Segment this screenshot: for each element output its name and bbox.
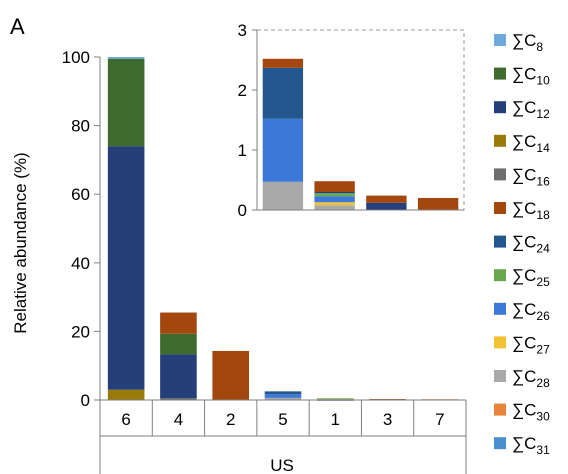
y-tick-label: 0 bbox=[81, 391, 90, 410]
legend: ∑C8 ∑C10 ∑C12 ∑C14 ∑C16 ∑C18 ∑C24 ∑C25 ∑C26 ∑C27 ∑… bbox=[494, 31, 550, 457]
inset-y-tick-label: 0 bbox=[238, 201, 247, 220]
legend-swatch-C18 bbox=[494, 202, 506, 214]
inset-bar-segment-C18-cat-1 bbox=[314, 181, 355, 192]
inset-bar-segment-C26-cat-5 bbox=[262, 118, 304, 182]
inset-y-tick-label: 2 bbox=[238, 81, 247, 100]
inset-y-tick-label: 3 bbox=[238, 21, 247, 40]
x-tick-label: 3 bbox=[383, 410, 392, 429]
legend-swatch-C24 bbox=[494, 235, 506, 248]
inset-bar-segment-C18-cat-7 bbox=[417, 198, 459, 210]
inset-bar-segment-C18-cat-5 bbox=[262, 58, 304, 68]
inset-bar-segment-C12-cat-3 bbox=[366, 202, 407, 210]
bar-segment-C10-cat-6 bbox=[107, 58, 145, 147]
bar-segment-C18-cat-2 bbox=[212, 350, 250, 400]
x-tick-label: 7 bbox=[435, 410, 444, 429]
inset-bar-segment-C28-cat-5 bbox=[262, 181, 304, 210]
bar-segment-C10-cat-4 bbox=[160, 333, 197, 355]
legend-swatch-C25 bbox=[494, 269, 506, 282]
legend-label-C12: ∑C12 bbox=[512, 98, 550, 121]
legend-swatch-C8 bbox=[494, 34, 506, 46]
bar-segment-C24-cat-5 bbox=[264, 391, 302, 395]
main-bars bbox=[107, 57, 459, 401]
inset-bars bbox=[262, 58, 459, 210]
legend-label-C14: ∑C14 bbox=[512, 132, 550, 155]
inset-bar-segment-C25-cat-1 bbox=[314, 193, 355, 197]
legend-label-C30: ∑C30 bbox=[512, 401, 550, 424]
legend-label-C8: ∑C8 bbox=[512, 31, 543, 54]
y-axis-title: Relative abundance (%) bbox=[11, 152, 30, 333]
y-tick-label: 60 bbox=[71, 185, 90, 204]
inset-bar-segment-C24-cat-5 bbox=[262, 67, 304, 119]
legend-label-C28: ∑C28 bbox=[512, 367, 550, 390]
inset-bar-segment-C18-cat-3 bbox=[366, 195, 407, 203]
panel-label: A bbox=[10, 14, 25, 39]
bar-segment-C25-cat-1 bbox=[316, 398, 354, 400]
legend-label-C26: ∑C26 bbox=[512, 300, 550, 323]
legend-label-C31: ∑C31 bbox=[512, 434, 550, 457]
inset-bar-segment-C27-cat-1 bbox=[314, 202, 355, 206]
x-tick-label: 1 bbox=[331, 410, 340, 429]
inset-axes: 0 1 2 3 bbox=[238, 21, 464, 220]
inset-bar-segment-C28-cat-1 bbox=[314, 205, 355, 210]
inset-bar-segment-C12-cat-1 bbox=[314, 192, 355, 194]
legend-label-C16: ∑C16 bbox=[512, 165, 550, 188]
legend-swatch-C31 bbox=[494, 437, 506, 450]
x-tick-label: 2 bbox=[226, 410, 235, 429]
bar-segment-C16-cat-4 bbox=[160, 398, 197, 400]
legend-swatch-C27 bbox=[494, 336, 506, 349]
bar-segment-C12-cat-6 bbox=[107, 146, 145, 390]
legend-swatch-C14 bbox=[494, 134, 506, 147]
inset-bar-segment-C26-cat-1 bbox=[314, 196, 355, 203]
y-tick-label: 80 bbox=[71, 117, 90, 136]
legend-swatch-C30 bbox=[494, 403, 506, 416]
legend-swatch-C12 bbox=[494, 101, 506, 114]
bar-segment-C14-cat-6 bbox=[107, 389, 145, 400]
inset-y-tick-label: 1 bbox=[238, 141, 247, 160]
x-tick-label: 4 bbox=[174, 410, 183, 429]
bar-segment-C18-cat-3 bbox=[369, 399, 406, 400]
y-tick-label: 100 bbox=[62, 48, 90, 67]
legend-swatch-C16 bbox=[494, 168, 506, 181]
legend-label-C10: ∑C10 bbox=[512, 65, 550, 88]
legend-label-C27: ∑C27 bbox=[512, 333, 550, 356]
legend-swatch-C28 bbox=[494, 370, 506, 382]
bar-segment-C28-cat-5 bbox=[264, 397, 302, 400]
bar-segment-C8-cat-6 bbox=[107, 57, 145, 59]
legend-swatch-C10 bbox=[494, 67, 506, 80]
y-tick-label: 20 bbox=[71, 322, 90, 341]
legend-label-C18: ∑C18 bbox=[512, 199, 550, 222]
legend-label-C25: ∑C25 bbox=[512, 266, 550, 289]
x-tick-label: 5 bbox=[278, 410, 287, 429]
inset-chart: 0 1 2 3 bbox=[238, 21, 465, 220]
y-tick-label: 40 bbox=[71, 254, 90, 273]
x-axis-title: US bbox=[270, 456, 294, 474]
x-tick-label: 6 bbox=[121, 410, 130, 429]
bar-segment-C18-cat-4 bbox=[160, 312, 197, 334]
bar-segment-C26-cat-5 bbox=[264, 394, 302, 398]
legend-label-C24: ∑C24 bbox=[512, 233, 550, 256]
legend-swatch-C26 bbox=[494, 302, 506, 315]
bar-segment-C12-cat-4 bbox=[160, 354, 197, 399]
